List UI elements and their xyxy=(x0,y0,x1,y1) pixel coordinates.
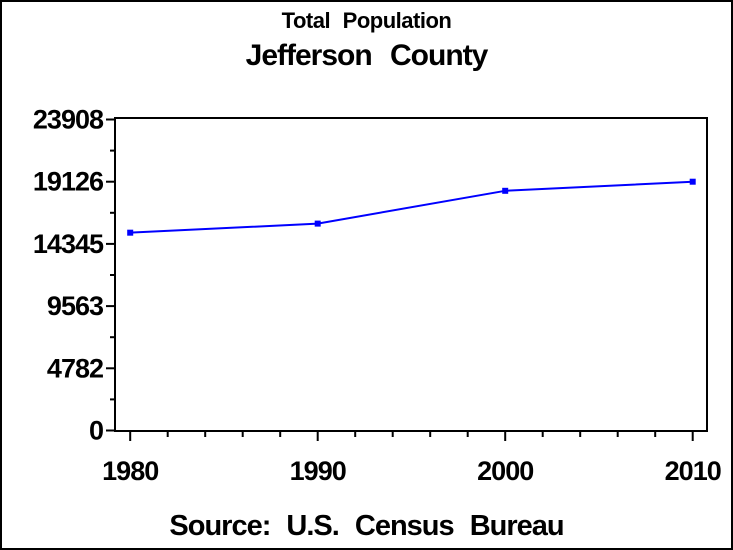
y-axis-tick-label: 19126 xyxy=(33,167,104,197)
chart-title: Total Population xyxy=(281,8,452,33)
data-point-marker-1980 xyxy=(127,229,134,236)
plot-frame xyxy=(114,117,708,432)
data-point-marker-1990 xyxy=(314,220,321,227)
x-axis-tick-label: 1990 xyxy=(290,456,346,486)
chart-subtitle: Jefferson County xyxy=(245,39,489,72)
y-axis-tick-label: 14345 xyxy=(33,229,104,259)
source-footnote: Source: U.S. Census Bureau xyxy=(169,510,564,542)
x-axis-tick-label: 1980 xyxy=(102,456,158,486)
data-point-marker-2010 xyxy=(689,178,696,185)
data-point-marker-2000 xyxy=(502,187,509,194)
x-axis-tick-label: 2010 xyxy=(665,456,721,486)
x-axis-tick-label: 2000 xyxy=(477,456,533,486)
y-axis-tick-label: 0 xyxy=(89,416,103,446)
y-axis-tick-label: 4782 xyxy=(47,353,103,383)
y-axis-tick-label: 9563 xyxy=(47,291,104,321)
population-line xyxy=(130,180,693,234)
y-axis-tick-label: 23908 xyxy=(33,105,104,135)
